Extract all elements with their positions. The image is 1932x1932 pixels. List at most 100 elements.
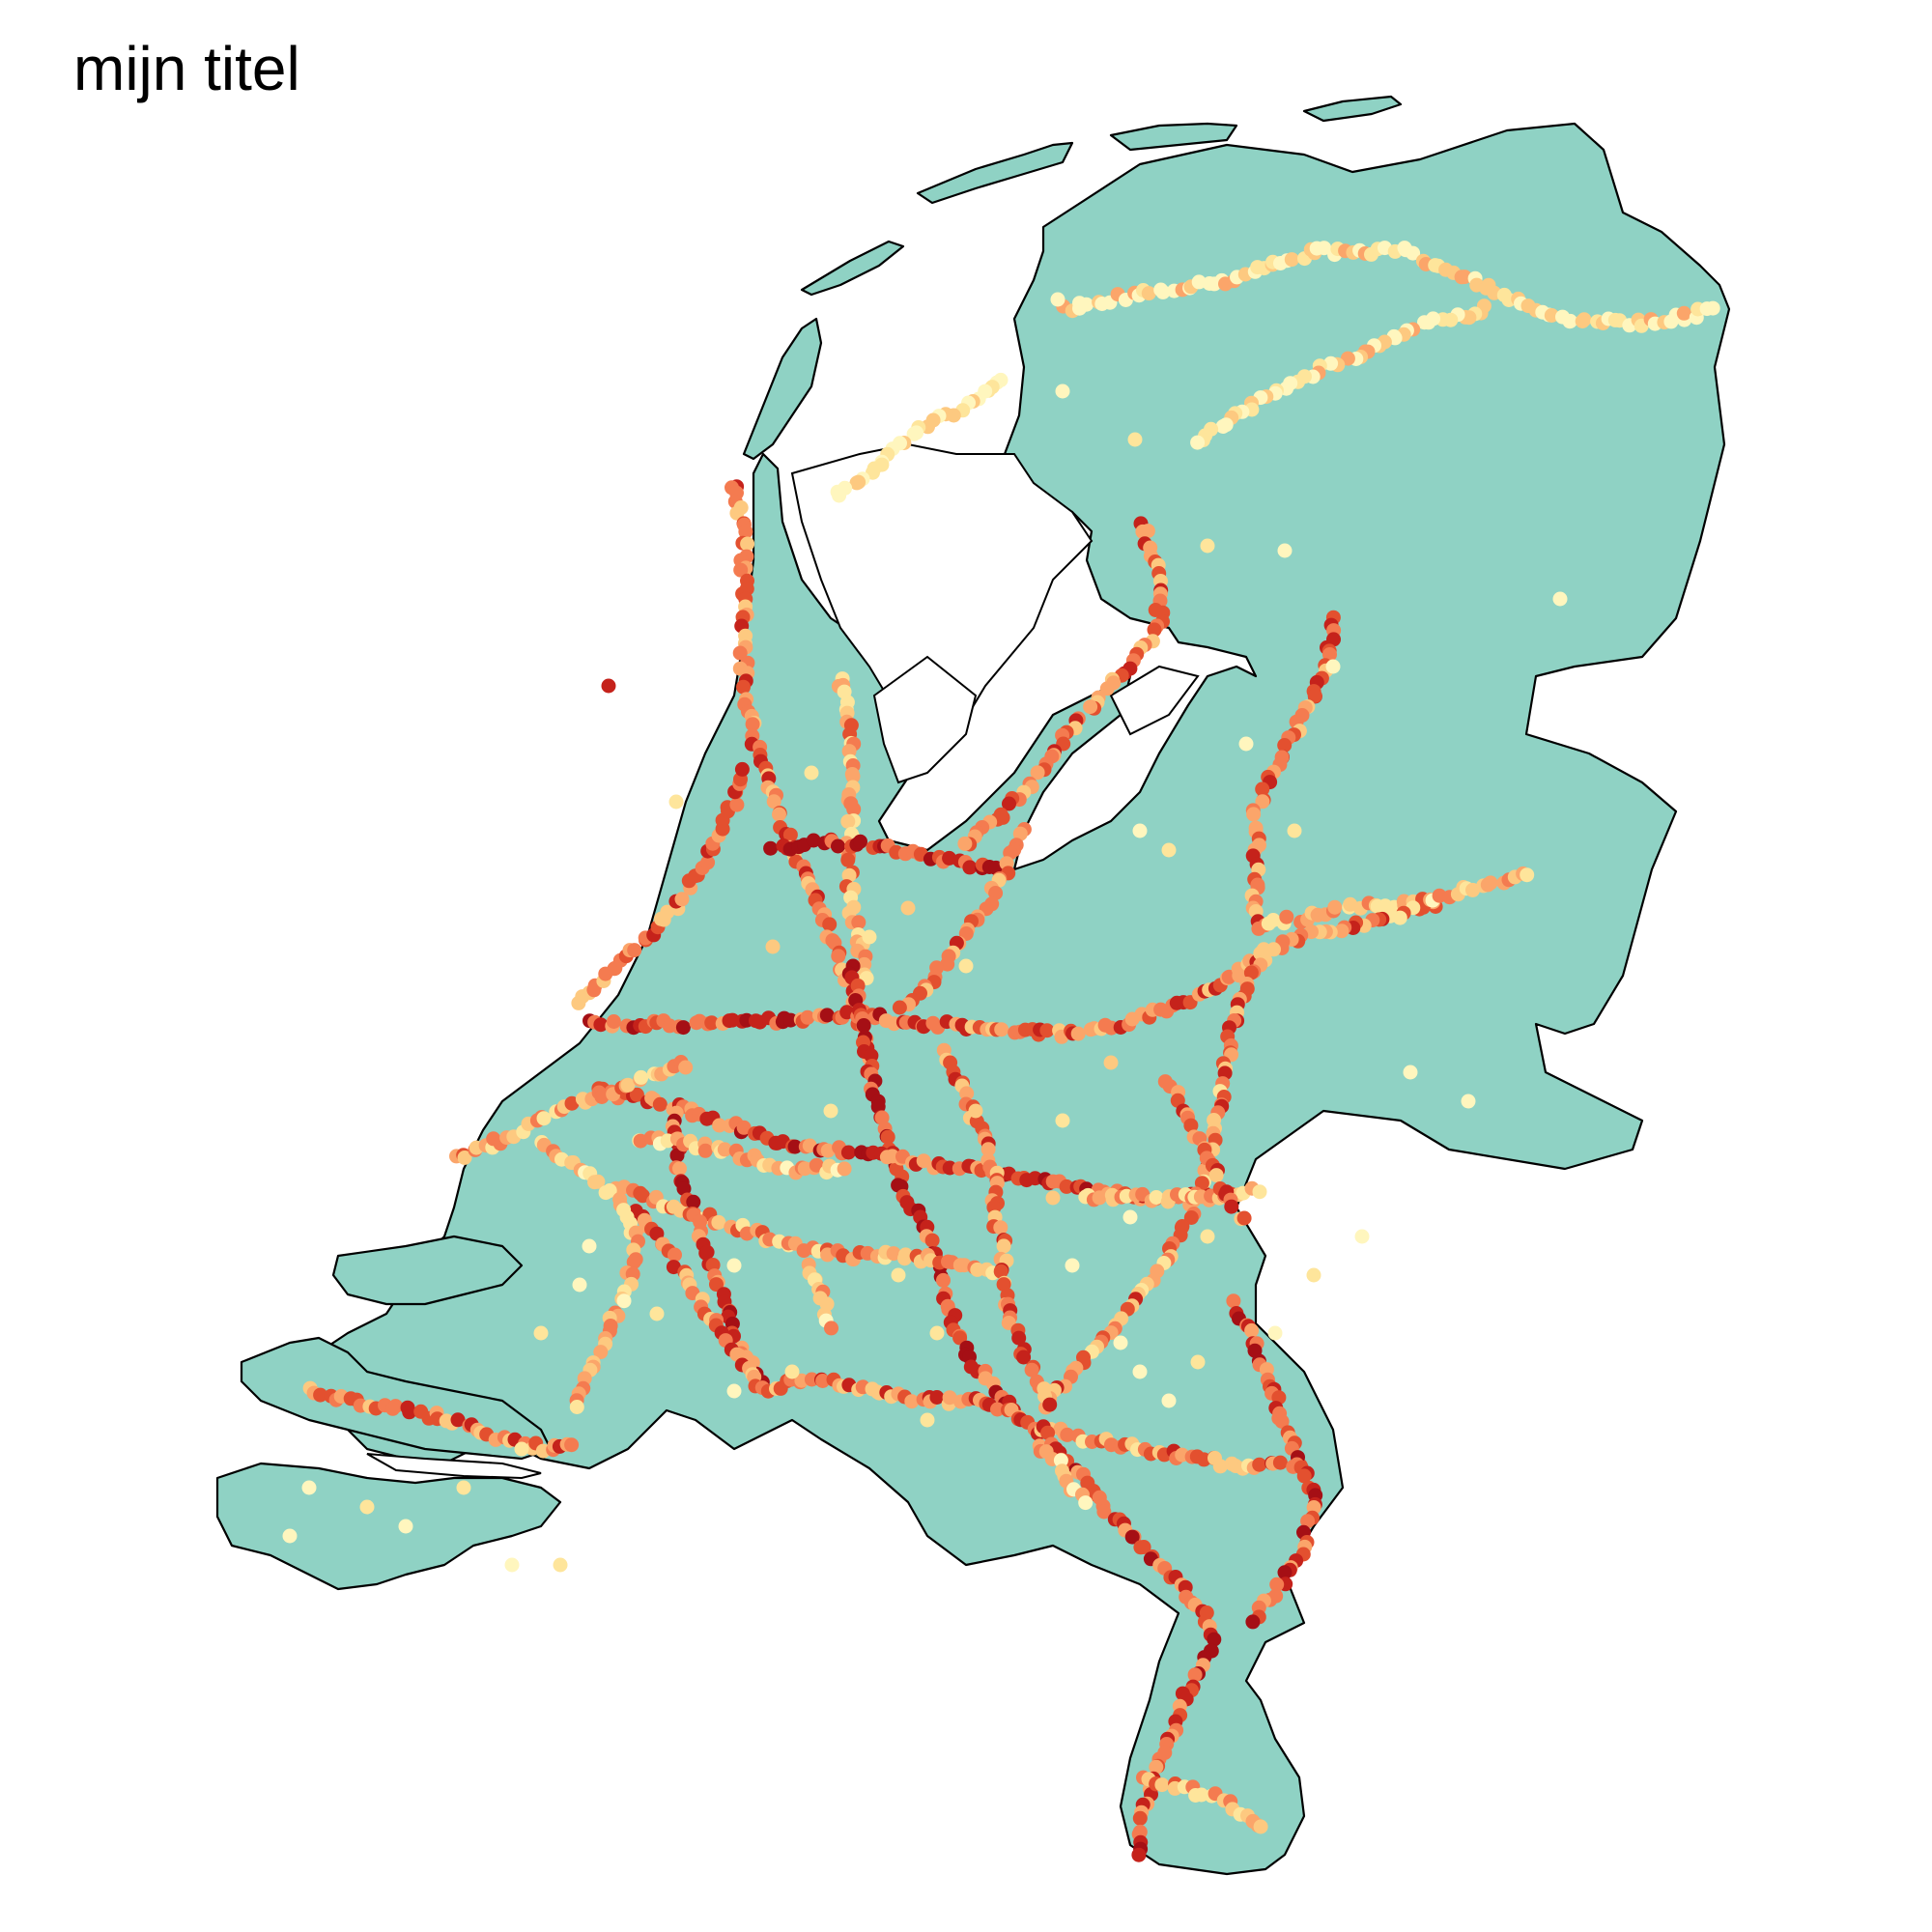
zeeland-island-north	[331, 1235, 524, 1306]
traffic-point	[740, 536, 755, 552]
traffic-point	[1099, 681, 1115, 696]
terschelling	[916, 141, 1074, 205]
traffic-point	[1136, 1540, 1151, 1554]
traffic-point	[649, 1306, 665, 1321]
traffic-point	[1212, 1459, 1228, 1474]
traffic-point	[675, 1020, 691, 1036]
traffic-point	[784, 1364, 800, 1379]
traffic-point	[1016, 1350, 1032, 1365]
traffic-point	[891, 1267, 906, 1283]
traffic-point	[990, 1402, 1005, 1417]
traffic-point	[1253, 1819, 1268, 1834]
traffic-point	[900, 900, 916, 916]
traffic-point	[857, 956, 872, 972]
traffic-point	[851, 915, 867, 930]
traffic-point	[1277, 1565, 1293, 1580]
zeeland-flanders	[215, 1462, 562, 1591]
traffic-point	[301, 1480, 317, 1495]
traffic-point	[313, 1387, 328, 1403]
traffic-point	[686, 1194, 701, 1209]
traffic-point	[697, 1143, 713, 1158]
traffic-point	[1096, 1504, 1112, 1520]
texel	[742, 317, 823, 461]
traffic-point	[1132, 823, 1148, 838]
traffic-point	[1279, 909, 1294, 924]
traffic-point	[1070, 1026, 1086, 1041]
traffic-point	[1325, 659, 1341, 674]
traffic-point	[1417, 315, 1432, 330]
traffic-point	[282, 1528, 298, 1544]
traffic-point	[1103, 1055, 1119, 1070]
traffic-point	[1194, 1176, 1209, 1191]
veluwemeer	[1109, 665, 1200, 736]
traffic-point	[1039, 1023, 1055, 1038]
traffic-point	[700, 855, 716, 870]
traffic-point	[1030, 765, 1045, 781]
traffic-point	[1577, 312, 1592, 327]
traffic-point	[1306, 1267, 1321, 1283]
traffic-point	[676, 1181, 692, 1196]
traffic-point	[906, 426, 922, 441]
traffic-point	[726, 1383, 742, 1399]
traffic-point	[594, 1090, 610, 1104]
traffic-point	[1040, 1425, 1056, 1440]
traffic-point	[1059, 1179, 1074, 1194]
schiermonnikoog	[1302, 95, 1403, 123]
vlieland	[800, 240, 905, 297]
traffic-point	[1045, 1190, 1061, 1206]
traffic-points	[282, 241, 1720, 1862]
ijsselmeer	[790, 442, 1094, 765]
traffic-point	[726, 1258, 742, 1273]
traffic-point	[1676, 305, 1691, 321]
traffic-point	[968, 1103, 983, 1119]
traffic-point	[822, 917, 838, 932]
traffic-point	[1155, 284, 1171, 299]
traffic-point	[819, 1008, 835, 1023]
map-title: mijn titel	[73, 34, 300, 103]
traffic-point	[616, 1293, 632, 1309]
traffic-point	[1200, 1229, 1215, 1244]
traffic-point	[1190, 1354, 1206, 1370]
traffic-point	[359, 1499, 375, 1515]
traffic-point	[1079, 297, 1094, 312]
traffic-point	[845, 769, 861, 784]
traffic-point	[672, 1161, 687, 1177]
traffic-point	[783, 1012, 798, 1028]
traffic-point	[988, 886, 1004, 900]
traffic-point	[734, 761, 750, 777]
traffic-point	[823, 1103, 838, 1119]
traffic-point	[1124, 1529, 1140, 1545]
traffic-point	[1050, 292, 1065, 307]
traffic-point	[996, 1277, 1011, 1293]
traffic-point	[980, 1142, 996, 1157]
traffic-point	[958, 958, 974, 974]
traffic-point	[996, 1238, 1011, 1254]
traffic-point	[699, 1244, 715, 1260]
traffic-point	[629, 1087, 644, 1102]
traffic-point	[732, 645, 748, 661]
traffic-point	[1323, 355, 1339, 371]
traffic-point	[787, 1139, 803, 1154]
traffic-point	[1236, 1210, 1252, 1226]
traffic-point	[1012, 826, 1028, 841]
traffic-point	[862, 929, 877, 945]
traffic-point	[1300, 1514, 1316, 1529]
traffic-point	[1544, 308, 1559, 323]
traffic-point	[1113, 1335, 1128, 1350]
traffic-point	[674, 892, 690, 907]
traffic-point	[388, 1399, 403, 1414]
traffic-point	[1187, 1667, 1203, 1683]
traffic-point	[824, 1321, 838, 1336]
traffic-point	[668, 1247, 682, 1263]
traffic-point	[1296, 1468, 1312, 1484]
traffic-point	[635, 1188, 650, 1204]
traffic-point	[880, 1129, 895, 1145]
traffic-point	[620, 1077, 636, 1093]
traffic-point	[1307, 688, 1322, 703]
traffic-point	[886, 1246, 901, 1262]
traffic-point	[705, 1258, 721, 1272]
traffic-point	[1141, 286, 1156, 301]
traffic-point	[1334, 923, 1350, 939]
traffic-point	[402, 1405, 417, 1420]
traffic-point	[627, 943, 642, 958]
